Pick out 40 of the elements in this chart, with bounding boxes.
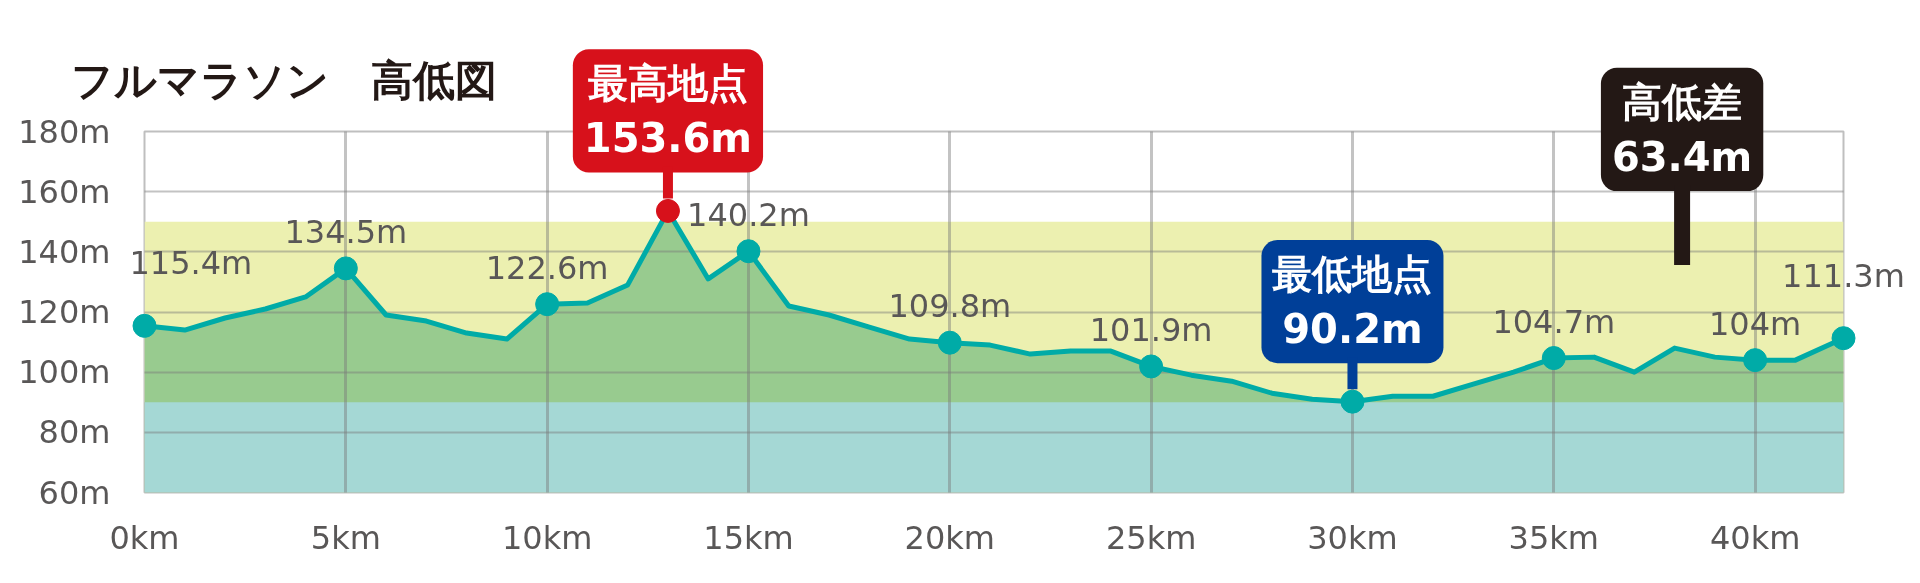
point bbox=[655, 198, 680, 223]
chart-title: フルマラソン 高低図 bbox=[70, 55, 497, 105]
data-label: 109.8m bbox=[888, 287, 1012, 326]
point bbox=[1831, 326, 1856, 351]
data-label: 104.7m bbox=[1492, 302, 1616, 341]
x-tick-label: 0km bbox=[109, 518, 180, 557]
x-tick-label: 10km bbox=[501, 518, 593, 557]
annotation: 高低差 63.4m bbox=[1611, 78, 1753, 181]
data-label: 122.6m bbox=[485, 248, 609, 287]
y-tick-label: 120m bbox=[18, 293, 111, 331]
x-tick-label: 5km bbox=[310, 518, 381, 557]
data-label: 111.3m bbox=[1782, 256, 1905, 295]
y-tick-label: 140m bbox=[18, 232, 111, 271]
x-tick-label: 25km bbox=[1105, 518, 1197, 557]
point bbox=[1139, 354, 1164, 379]
point bbox=[736, 239, 761, 264]
point bbox=[937, 330, 962, 355]
x-tick-label: 30km bbox=[1307, 518, 1398, 557]
annotation: 最高地点 153.6m bbox=[583, 60, 753, 162]
y-tick-label: 80m bbox=[38, 413, 111, 452]
x-tick-label: 35km bbox=[1508, 518, 1599, 557]
point bbox=[1340, 389, 1365, 414]
point bbox=[535, 292, 560, 317]
data-label: 134.5m bbox=[284, 212, 408, 251]
point bbox=[333, 256, 358, 281]
annotation: 最低地点 90.2m bbox=[1272, 250, 1433, 353]
data-label: 101.9m bbox=[1089, 310, 1213, 349]
y-tick-label: 60m bbox=[38, 473, 111, 512]
data-label: 140.2m bbox=[687, 195, 810, 234]
y-tick-label: 100m bbox=[18, 353, 111, 392]
x-tick-label: 40km bbox=[1709, 518, 1801, 557]
x-tick-label: 15km bbox=[703, 518, 794, 557]
point bbox=[1541, 346, 1566, 370]
data-label: 104m bbox=[1708, 304, 1802, 343]
y-tick-label: 160m bbox=[18, 172, 111, 211]
point bbox=[132, 313, 157, 338]
point bbox=[1743, 348, 1768, 373]
data-label: 115.4m bbox=[129, 244, 253, 283]
y-tick-label: 180m bbox=[18, 112, 111, 151]
x-tick-label: 20km bbox=[904, 518, 996, 557]
